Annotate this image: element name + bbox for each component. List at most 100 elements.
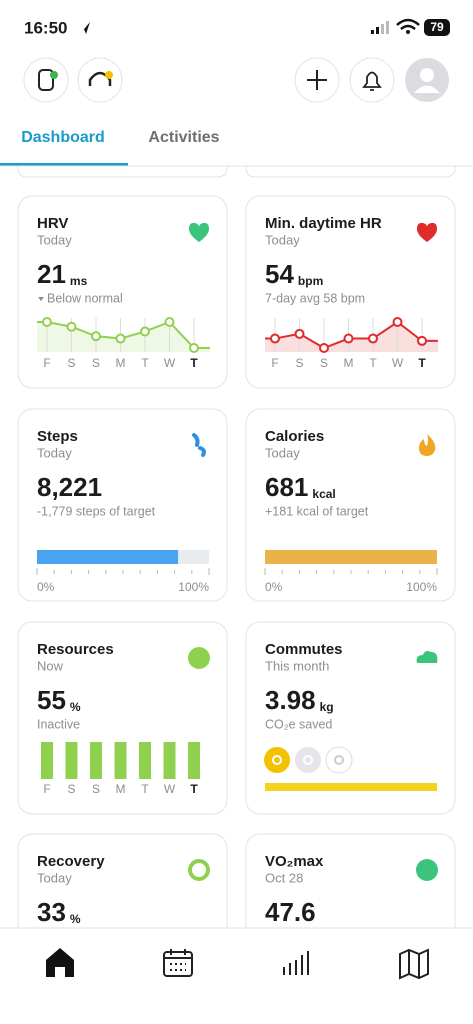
map-tab[interactable]	[399, 948, 429, 980]
status-time: 16:50	[24, 18, 67, 37]
card-value: 8,221	[37, 472, 102, 502]
calendar-tab[interactable]	[163, 949, 193, 977]
card-subtitle: Today	[37, 232, 72, 247]
avatar-head	[420, 68, 434, 82]
trend-point	[91, 331, 101, 342]
day-label: M	[344, 356, 354, 370]
card-note: Below normal	[47, 291, 123, 305]
card-value: 54	[265, 259, 294, 289]
card-value: 21	[37, 259, 66, 289]
card-subtitle: Now	[37, 658, 64, 673]
day-label: S	[295, 356, 303, 370]
card-unit: kg	[320, 700, 334, 714]
card-title: VO₂max	[265, 853, 324, 870]
card-title: Resources	[37, 641, 114, 658]
card-note: CO₂e saved	[265, 717, 332, 731]
day-label: F	[43, 782, 50, 796]
day-label: W	[164, 356, 176, 370]
day-label: F	[271, 356, 278, 370]
trend-point	[189, 343, 199, 353]
day-label: S	[67, 356, 75, 370]
day-label: S	[92, 782, 100, 796]
battery	[424, 19, 450, 36]
cloud-icon	[416, 651, 438, 663]
resource-bar	[163, 742, 176, 779]
card[interactable]	[17, 195, 228, 389]
axis-label: 0%	[37, 580, 55, 594]
trend-point	[140, 326, 150, 337]
card-title: HRV	[37, 215, 68, 232]
commute-mode	[325, 746, 353, 774]
trend-point	[392, 317, 403, 327]
card-unit: %	[70, 700, 81, 714]
resource-bar	[65, 742, 78, 779]
resource-bar	[114, 742, 127, 779]
card-subtitle: Today	[37, 870, 72, 885]
day-label: M	[116, 356, 126, 370]
heart-icon	[417, 222, 437, 242]
card-value: 47.6	[265, 897, 316, 927]
card-note: +181 kcal of target	[265, 504, 369, 518]
watch-button[interactable]	[23, 57, 69, 103]
flame-icon	[419, 434, 436, 456]
commute-mode	[295, 747, 321, 773]
headphones-status	[105, 71, 113, 79]
day-label: T	[190, 356, 198, 370]
trend-point	[115, 333, 126, 344]
commute-mode-glyph	[334, 755, 344, 765]
card-value: 681	[265, 472, 308, 502]
card-note: -1,779 steps of target	[37, 504, 156, 518]
header-buttons	[23, 57, 449, 103]
card-value: 33	[37, 897, 66, 927]
commute-mode-glyph	[303, 755, 313, 765]
location-icon	[80, 22, 90, 34]
tab-indicator	[0, 163, 128, 166]
progress-bar	[37, 550, 179, 564]
watch-icon	[38, 69, 54, 91]
recovery-icon	[188, 859, 210, 881]
resource-bar	[90, 742, 102, 779]
commute-mode	[264, 747, 290, 773]
headphones-icon	[88, 71, 112, 86]
resource-bar	[41, 742, 53, 779]
trend-point	[164, 317, 175, 327]
trend-area	[265, 322, 438, 352]
progress-bar	[265, 550, 437, 564]
card-unit: %	[70, 912, 81, 926]
card-value: 3.98	[265, 685, 316, 715]
card-subtitle: Oct 28	[265, 870, 303, 885]
home-tab[interactable]	[46, 948, 74, 977]
card[interactable]	[245, 195, 456, 389]
axis-label: 100%	[406, 580, 437, 594]
day-label: F	[43, 356, 50, 370]
trend-point	[42, 317, 52, 327]
card-title: Steps	[37, 428, 78, 445]
bottom-nav	[0, 928, 473, 1024]
card-title: Calories	[265, 428, 324, 445]
commute-bar	[265, 783, 437, 791]
card-subtitle: Today	[265, 445, 300, 460]
tab-dashboard[interactable]: Dashboard	[21, 129, 105, 146]
day-label: W	[164, 782, 176, 796]
headphones-button[interactable]	[77, 57, 123, 103]
signal-icon	[371, 21, 389, 34]
wifi-icon	[396, 18, 420, 30]
commute-mode-glyph	[272, 755, 282, 765]
day-label: T	[369, 356, 377, 370]
tab-activities[interactable]: Activities	[148, 129, 219, 146]
stats-tab[interactable]	[283, 951, 309, 975]
down-arrow	[38, 297, 44, 301]
plus-icon	[307, 70, 327, 90]
day-label: T	[190, 782, 198, 796]
day-label: T	[141, 356, 149, 370]
notifications-button[interactable]	[349, 57, 395, 103]
day-label: S	[67, 782, 75, 796]
card-title: Recovery	[37, 853, 105, 870]
trend-point	[368, 333, 378, 344]
partial-cards	[17, 166, 456, 178]
vo2-icon	[416, 859, 438, 881]
axis-label: 0%	[265, 580, 283, 594]
card-subtitle: This month	[265, 658, 329, 673]
battery-level: 79	[430, 20, 444, 34]
